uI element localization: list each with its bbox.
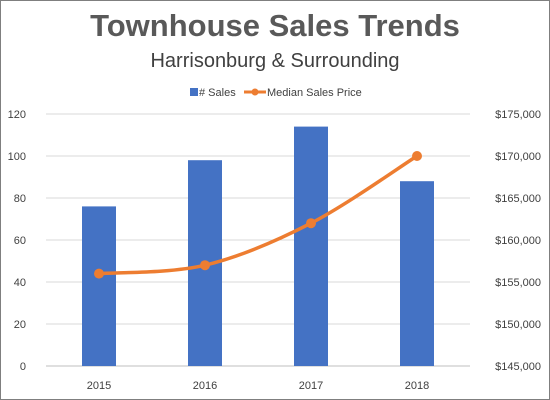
left-axis-ticks: 0 20 40 60 80 100 120: [8, 109, 26, 373]
right-tick-label: $175,000: [495, 109, 541, 121]
left-tick-label: 0: [20, 361, 26, 373]
bar: [82, 206, 116, 366]
line-point: [94, 268, 104, 279]
x-tick-label: 2018: [405, 380, 429, 392]
line-point: [306, 218, 316, 229]
x-tick-label: 2016: [193, 380, 217, 392]
legend-line-marker: [251, 88, 259, 96]
median-price-line: [97, 154, 419, 276]
right-tick-label: $165,000: [495, 193, 541, 205]
left-tick-label: 20: [14, 319, 26, 331]
left-tick-label: 120: [8, 109, 26, 121]
x-tick-label: 2015: [87, 380, 111, 392]
x-tick-label: 2017: [299, 380, 323, 392]
legend-line-label: Median Sales Price: [267, 87, 362, 99]
left-tick-label: 40: [14, 277, 26, 289]
legend-bar-label: # Sales: [199, 87, 236, 99]
line-point: [200, 260, 210, 271]
chart-title: Townhouse Sales Trends: [90, 8, 460, 43]
bar: [294, 126, 328, 366]
right-tick-label: $155,000: [495, 277, 541, 289]
left-tick-label: 80: [14, 193, 26, 205]
line-series: [94, 151, 422, 279]
bar: [400, 181, 434, 366]
left-tick-label: 100: [8, 151, 26, 163]
right-tick-label: $150,000: [495, 319, 541, 331]
legend-bar-swatch: [190, 88, 198, 96]
line-point: [412, 151, 422, 161]
x-axis-ticks: 2015 2016 2017 2018: [87, 380, 429, 392]
right-tick-label: $145,000: [495, 361, 541, 373]
right-tick-label: $160,000: [495, 235, 541, 247]
gridlines: [46, 113, 470, 367]
legend: # Sales Median Sales Price: [190, 87, 362, 99]
right-axis-ticks: $145,000 $150,000 $155,000 $160,000 $165,000…: [495, 109, 541, 373]
right-tick-label: $170,000: [495, 151, 541, 163]
chart-subtitle: Harrisonburg & Surrounding: [150, 50, 400, 72]
left-tick-label: 60: [14, 235, 26, 247]
